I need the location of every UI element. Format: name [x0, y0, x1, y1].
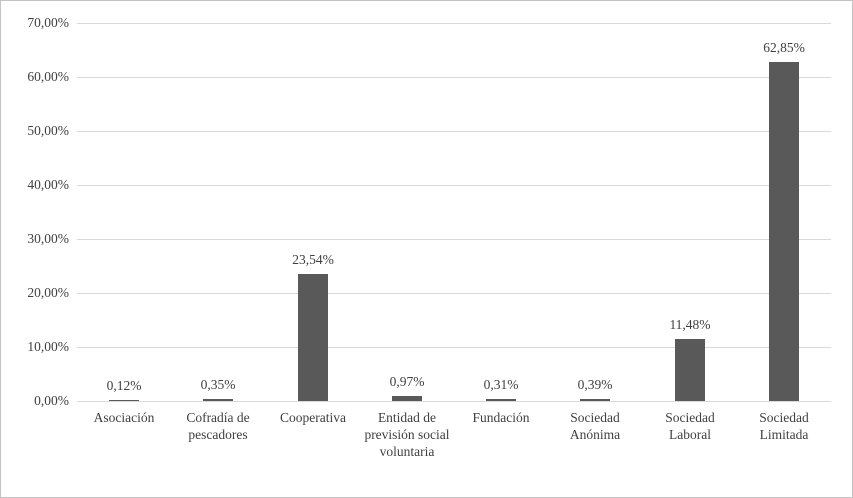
- bar: [769, 62, 799, 401]
- bar-value-label: 0,97%: [389, 374, 425, 389]
- bar: [580, 399, 610, 401]
- bar: [675, 339, 705, 401]
- y-tick-label: 0,00%: [34, 393, 69, 408]
- x-category-label: Cofradía de pescadores: [186, 410, 250, 442]
- y-tick-label: 70,00%: [27, 15, 69, 30]
- gridline: [77, 347, 831, 348]
- bar-value-label: 0,31%: [483, 377, 519, 392]
- y-tick-label: 10,00%: [27, 339, 69, 354]
- bar-value-label: 23,54%: [292, 252, 334, 267]
- bar: [486, 399, 516, 401]
- x-category-label: Entidad de previsión social voluntaria: [364, 410, 450, 459]
- y-tick-label: 60,00%: [27, 69, 69, 84]
- bar: [392, 396, 422, 401]
- x-category-label: Cooperativa: [280, 410, 346, 425]
- gridline: [77, 23, 831, 24]
- gridline: [77, 293, 831, 294]
- gridline: [77, 185, 831, 186]
- x-category-label: Sociedad Laboral: [665, 410, 715, 442]
- bar-value-label: 0,35%: [200, 377, 236, 392]
- x-category-label: Asociación: [93, 410, 155, 425]
- gridline: [77, 401, 831, 402]
- bar-value-label: 0,12%: [106, 378, 142, 393]
- bar-value-label: 62,85%: [763, 40, 805, 55]
- y-tick-label: 50,00%: [27, 123, 69, 138]
- gridline: [77, 239, 831, 240]
- gridline: [77, 77, 831, 78]
- gridline: [77, 131, 831, 132]
- y-tick-label: 40,00%: [27, 177, 69, 192]
- y-tick-label: 30,00%: [27, 231, 69, 246]
- x-category-label: Sociedad Anónima: [569, 410, 621, 442]
- bar-value-label: 0,39%: [577, 377, 613, 392]
- bar-value-label: 11,48%: [669, 317, 711, 332]
- y-tick-label: 20,00%: [27, 285, 69, 300]
- bar: [298, 274, 328, 401]
- bar: [203, 399, 233, 401]
- x-category-label: Fundación: [472, 410, 530, 425]
- bar: [109, 400, 139, 401]
- x-category-label: Sociedad Limitada: [759, 410, 809, 442]
